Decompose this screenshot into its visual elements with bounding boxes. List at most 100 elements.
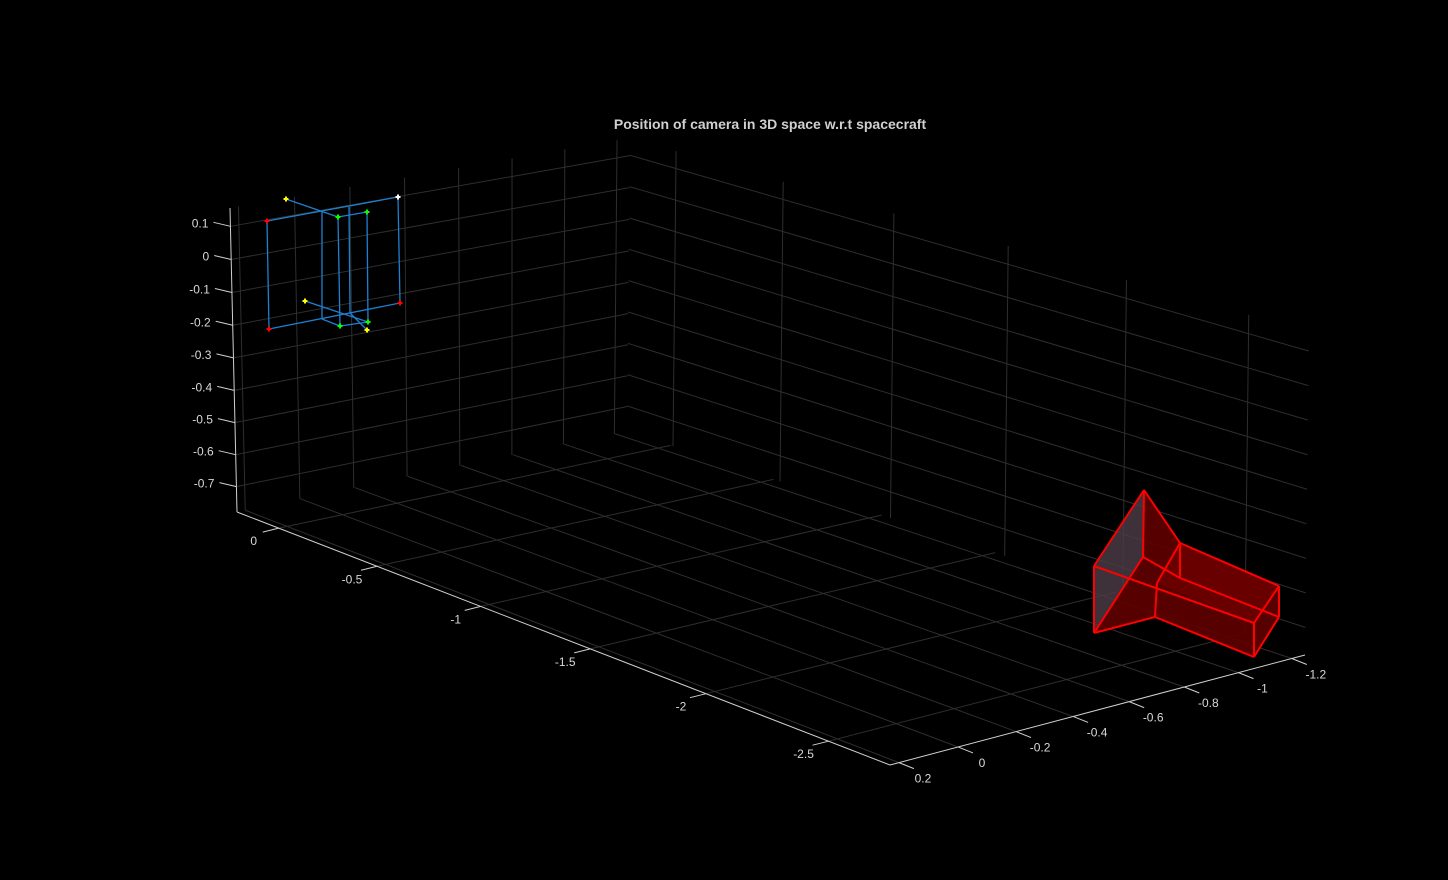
camera-point-marker [302,298,308,304]
grid-line-x [1004,246,1009,556]
z-tick-label: -0.4 [192,380,213,394]
y-tick [957,746,974,754]
camera-wireframe-edge [337,216,341,327]
grid-line-z [628,248,1308,456]
spacecraft-edge [1156,542,1181,584]
spacecraft-edge [1093,616,1156,634]
spacecraft-edge [1093,565,1255,624]
x-tick [812,740,829,746]
y-tick [1291,658,1307,665]
y-tick-label: 0 [979,756,986,770]
camera-point-marker [364,209,370,215]
camera-wireframe-edge [266,196,399,222]
spacecraft-edge [1093,489,1145,567]
y-tick [1128,701,1145,709]
spacecraft-edge [1253,585,1280,624]
grid-line-y [460,465,1130,703]
grid-line-y [408,475,1074,717]
z-tick-label: 0 [202,249,209,263]
chart-title: Position of camera in 3D space w.r.t spa… [613,116,927,132]
grid-line-y [404,177,408,477]
camera-wireframe-edge [366,211,369,323]
grid-line-z [236,405,628,488]
z-tick [214,287,233,293]
z-tick-label: -0.5 [192,413,213,427]
grid-line-z [234,313,629,391]
y-axis-line [889,654,1306,766]
z-tick [217,418,236,424]
x-tick [464,605,481,611]
camera-point-marker [335,214,341,220]
y-tick [1238,672,1254,680]
spacecraft-edge [1179,542,1280,587]
z-tick [215,320,233,326]
camera-point-marker [395,194,401,200]
grid-line-x [705,591,1116,695]
spacecraft-edge [1154,616,1255,658]
x-tick-label: 0 [250,534,257,548]
z-tick [213,221,231,227]
grid-line-x [278,444,671,529]
y-tick-label: -1 [1257,682,1268,696]
grid-line-z [231,187,630,260]
x-tick-label: -1.5 [555,655,576,669]
z-tick [219,482,237,488]
z-axis-line [229,207,238,513]
spacecraft-edge [1093,556,1144,634]
z-tick-label: -0.1 [189,282,210,296]
x-tick-label: -0.5 [342,572,363,586]
y-tick-label: -0.2 [1030,741,1051,755]
spacecraft-face [1157,543,1279,623]
y-tick [1072,716,1089,723]
x-axis-line [236,511,891,766]
camera-wireframe-edge [349,312,368,331]
grid-line-y [349,187,355,488]
camera-wireframe-edge [304,300,369,323]
z-tick [218,450,236,456]
grid-line-x [480,514,882,607]
y-tick-label: -0.8 [1198,696,1219,710]
grid-line-y [237,206,246,511]
z-tick [214,254,232,260]
spacecraft-edge [1142,556,1181,579]
x-tick-label: -2.5 [793,747,814,761]
grid-line-x [889,213,895,519]
grid-line-y [562,149,566,445]
grid-line-x [590,552,996,650]
y-tick [898,762,915,770]
grid-line-z [233,281,629,359]
x-tick-label: -2 [676,700,687,714]
y-tick [1184,686,1200,694]
spacecraft-face [1094,490,1144,633]
grid-line-z [629,217,1309,421]
grid-line-x [779,181,784,482]
grid-line-y [512,454,1185,688]
grid-line-z [629,154,1309,352]
z-tick-label: -0.2 [190,315,211,329]
spacecraft-edge [1154,582,1158,618]
y-tick-label: -0.4 [1087,725,1108,739]
x-tick [262,527,279,533]
y-tick-label: -1.2 [1305,667,1326,681]
z-tick-label: -0.6 [193,445,214,459]
camera-wireframe-edge [337,211,368,218]
z-tick [216,353,234,359]
camera-wireframe-edge [268,302,401,330]
z-tick-label: -0.3 [191,348,212,362]
grid-line-z [230,155,630,227]
y-tick [1015,731,1032,739]
spacecraft-edge [1253,616,1280,658]
z-tick-label: -0.7 [194,477,215,491]
camera-point-marker [283,196,289,202]
camera-wireframe-edge [266,220,270,330]
camera-point-marker [364,327,370,333]
grid-line-z [628,280,1308,490]
z-tick-label: 0.1 [192,216,209,230]
grid-line-x [828,633,1242,742]
grid-line-y [293,196,301,499]
grid-line-y [563,443,1239,674]
camera-point-marker [266,326,272,332]
x-tick [574,648,591,654]
camera-wireframe-edge [397,196,401,304]
grid-line-y [458,167,461,466]
